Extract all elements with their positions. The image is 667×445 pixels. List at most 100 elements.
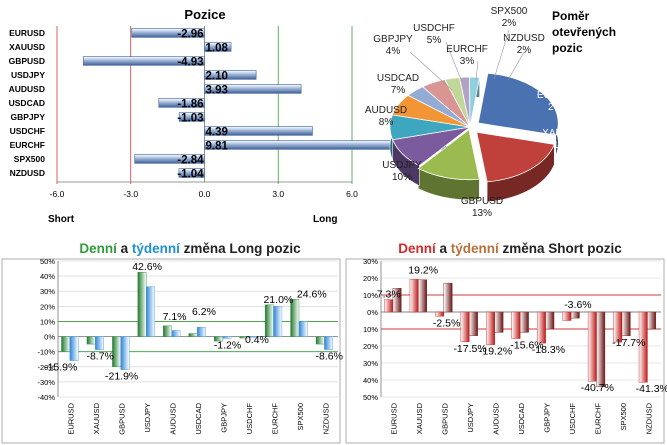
short-category-label: SPX500: [619, 403, 628, 431]
long-chart: Denní a týdenní změna Long pozic -40% -30…: [1, 241, 343, 444]
long-bar-nzdusd-0: [315, 336, 325, 345]
long-bar-xauusd-0: [86, 336, 96, 345]
long-tick-label: -40%: [37, 393, 55, 402]
long-tick-label: 40%: [40, 272, 55, 281]
short-bar-usdjpy-1: [469, 311, 478, 336]
short-category-label: GBPUSD: [441, 402, 450, 434]
long-title: Denní a týdenní změna Long pozic: [79, 241, 301, 256]
pomer-slice-name: XAUUSD: [542, 128, 584, 139]
pomer-leader-line: [507, 51, 525, 81]
short-bar-usdjpy-0: [460, 311, 470, 342]
long-bar-usdcad-1: [196, 326, 206, 337]
long-data-label: 7.1%: [163, 311, 187, 323]
pozice-tick-label: -3.0: [123, 189, 138, 199]
pozice-category-label: USDCAD: [9, 98, 45, 108]
pozice-bar-usdcad: [158, 98, 205, 108]
pozice-bar-spx500: [134, 154, 205, 164]
short-title-part-1: a: [436, 241, 451, 256]
pozice-value-label: 9.81: [206, 141, 229, 153]
short-bar-nzdusd-1: [647, 311, 657, 330]
short-bar-usdcad-0: [511, 311, 521, 339]
pozice-value-label: -2.96: [177, 29, 203, 41]
short-chart: Denní a týdenní změna Short pozic 50% 40%…: [345, 241, 667, 444]
long-category-label: USDCAD: [194, 402, 203, 434]
short-bar-gbpjpy-1: [545, 311, 555, 330]
pozice-bar-xauusd: [204, 42, 232, 52]
long-bars: [61, 271, 334, 370]
long-category-label: GBPJPY: [219, 403, 228, 433]
short-data-label: -3.6%: [564, 299, 591, 311]
pozice-bar-eurusd: [131, 28, 205, 38]
pozice-value-label: -1.86: [177, 99, 203, 111]
pomer-slice-name: USDJPY: [382, 160, 422, 171]
long-category-label: USDCHF: [245, 403, 254, 435]
long-data-label: -21.9%: [105, 371, 138, 383]
short-tick-label: 20%: [363, 274, 378, 283]
pomer-slice-percent: 2%: [517, 45, 532, 56]
long-data-label: -1.2%: [214, 339, 241, 351]
short-category-label: GBPJPY: [542, 403, 551, 433]
short-bar-eurchf-1: [596, 311, 606, 388]
pozice-category-label: AUDUSD: [9, 84, 45, 94]
short-tick-label: 10%: [363, 291, 378, 300]
pomer-slice-name: SPX500: [491, 6, 528, 17]
short-data-label: -41.3%: [636, 383, 667, 395]
short-tick-label: 50%: [363, 393, 378, 402]
long-data-label: -8.7%: [86, 351, 113, 363]
long-bar-usdjpy-0: [137, 271, 147, 337]
pozice-bar-audusd: [204, 84, 302, 94]
pomer-slice-percent: 7%: [391, 85, 406, 96]
pomer-slice-percent: 2%: [502, 18, 517, 29]
short-bar-usdchf-1: [570, 311, 580, 319]
pomer-title: Poměr otevřených pozic: [552, 9, 616, 55]
long-data-label: 42.6%: [132, 261, 162, 273]
long-bar-spx500-0: [290, 299, 300, 337]
long-category-label: GBPUSD: [118, 402, 127, 434]
short-bar-audusd-0: [486, 311, 495, 345]
short-bar-xauusd-0: [409, 279, 419, 313]
long-bar-nzdusd-1: [324, 336, 334, 350]
pozice-value-label: 1.08: [206, 43, 229, 55]
short-bar-eurusd-1: [392, 288, 402, 313]
pozice-category-label: XAUUSD: [9, 42, 45, 52]
short-data-labels: 7.3% 19.2% -2.5% -17.5%-19.2%-15.6%-18.3% -3…: [377, 264, 667, 395]
short-title-part-2: týdenní: [451, 241, 500, 256]
pozice-chart: Pozice EURUSD XAUUSD GBPUSD USDJPY AUDUSD USD…: [9, 7, 447, 225]
short-category-label: EURUSD: [390, 402, 399, 434]
short-data-label: 19.2%: [408, 264, 438, 276]
short-title-part-0: Denní: [398, 241, 437, 256]
pomer-slice-gbpusd: [417, 128, 480, 181]
pomer-title-line-3: pozic: [552, 41, 583, 55]
short-bar-usdchf-0: [562, 311, 572, 321]
pozice-value-labels: -2.961.08-4.932.10 3.93-1.86 -1.034.39 9.81…: [177, 29, 228, 181]
short-tick-label: 30%: [363, 359, 378, 368]
long-bar-eurusd-1: [69, 336, 79, 361]
pomer-slice-percent: 10%: [392, 172, 412, 183]
pomer-title-line-2: otevřených: [552, 25, 616, 39]
long-data-label: -8.6%: [316, 351, 343, 363]
pozice-bar-usdchf: [204, 126, 313, 136]
long-tick-label: 0%: [44, 333, 55, 342]
short-category-label: AUDUSD: [492, 402, 501, 434]
pozice-bars: [82, 28, 447, 178]
short-data-label: -18.3%: [532, 344, 565, 356]
long-tick-label: -10%: [37, 348, 55, 357]
long-category-label: SPX500: [296, 403, 305, 431]
short-tick-label: 40%: [363, 376, 378, 385]
long-data-label: 21.0%: [263, 294, 293, 306]
pomer-slice-xauusd: [476, 131, 555, 183]
long-category-label: NZDUSD: [321, 402, 330, 434]
pomer-slice-percent: 13%: [472, 208, 492, 219]
short-tick-label: 20%: [363, 342, 378, 351]
pozice-value-label: -1.04: [177, 169, 204, 181]
pozice-category-label: GBPJPY: [11, 112, 46, 122]
pomer-slice-name: USDCAD: [377, 73, 419, 84]
short-bar-spx500-1: [621, 311, 631, 336]
pomer-slices: [389, 72, 559, 203]
pozice-tick-label: 0.0: [199, 189, 211, 199]
pozice-short-label: Short: [48, 214, 75, 225]
pomer-slice-percent: 3%: [460, 56, 475, 67]
short-category-label: XAUUSD: [415, 402, 424, 434]
